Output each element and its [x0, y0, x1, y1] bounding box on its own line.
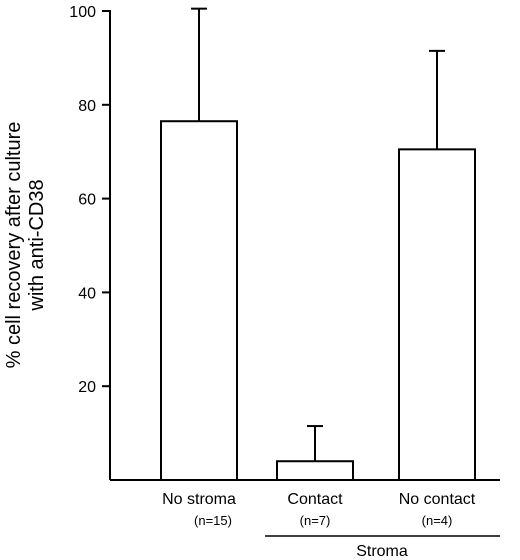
bar-0 [160, 120, 238, 481]
group-label-stroma: Stroma [356, 543, 408, 560]
y-tick-label-100: 100 [69, 4, 96, 21]
bar-2 [398, 148, 476, 481]
n-label-1: (n=7) [300, 513, 331, 528]
category-label-1: Contact [287, 491, 343, 508]
y-tick-label-60: 60 [78, 192, 96, 209]
labels: No stroma (n=15) Contact (n=7) No contact (n=… [162, 491, 500, 560]
y-axis-title-line1: % cell recovery after culture [3, 122, 25, 369]
bars [160, 7, 476, 481]
bar-1 [276, 460, 354, 481]
category-label-2: No contact [399, 491, 476, 508]
y-tick-label-40: 40 [78, 285, 96, 302]
y-tick-label-80: 80 [78, 98, 96, 115]
n-label-0: (n=15) [194, 513, 232, 528]
y-tick-label-20: 20 [78, 379, 96, 396]
y-axis-title-line2: with anti-CD38 [26, 179, 48, 311]
n-label-2: (n=4) [422, 513, 453, 528]
category-label-0: No stroma [162, 491, 236, 508]
